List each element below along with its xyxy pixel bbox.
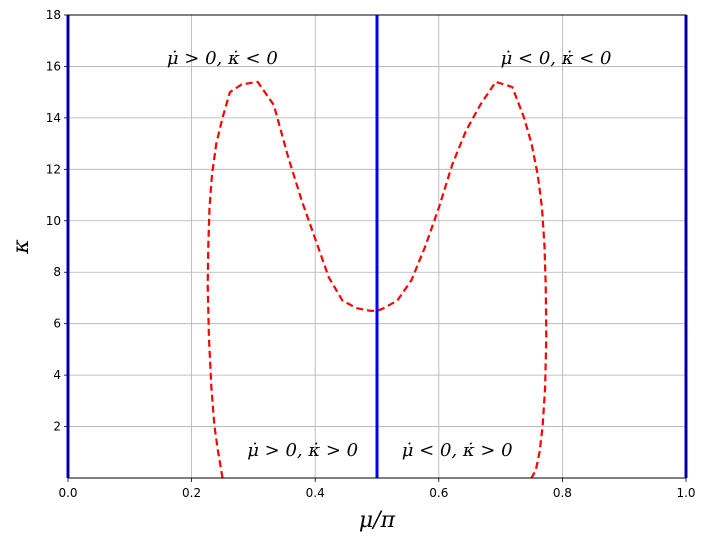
x-tick-label: 1.0 — [676, 486, 695, 500]
region-label: μ̇ < 0, κ̇ > 0 — [402, 440, 513, 461]
y-tick-label: 4 — [53, 368, 61, 382]
x-tick-label: 0.8 — [553, 486, 572, 500]
x-tick-label: 0.4 — [306, 486, 325, 500]
series-layer — [66, 15, 688, 479]
y-tick-label: 10 — [46, 214, 61, 228]
ticks: 0.0 0.2 0.4 0.6 0.8 1.0 2 4 6 8 10 12 14 16 18 — [46, 8, 696, 500]
y-tick-label: 6 — [53, 317, 61, 331]
y-axis-title: κ — [9, 239, 34, 255]
region-label: μ̇ > 0, κ̇ > 0 — [247, 440, 358, 461]
y-tick-label: 16 — [46, 59, 61, 73]
boundary-curve — [206, 80, 548, 479]
y-tick-label: 12 — [46, 162, 61, 176]
region-label: μ̇ > 0, κ̇ < 0 — [167, 48, 278, 69]
x-tick-label: 0.0 — [58, 486, 77, 500]
y-tick-label: 2 — [53, 420, 61, 434]
x-axis-title: μ/π — [359, 508, 396, 533]
y-tick-label: 14 — [46, 111, 61, 125]
y-tick-label: 8 — [53, 265, 61, 279]
annotations: μ̇ > 0, κ̇ < 0 μ̇ < 0, κ̇ < 0 μ̇ > 0, κ̇ >… — [167, 48, 612, 461]
x-tick-label: 0.6 — [429, 486, 448, 500]
y-tick-label: 18 — [46, 8, 61, 22]
region-label: μ̇ < 0, κ̇ < 0 — [501, 48, 612, 69]
plot-frame — [67, 14, 687, 479]
x-tick-label: 0.2 — [182, 486, 201, 500]
